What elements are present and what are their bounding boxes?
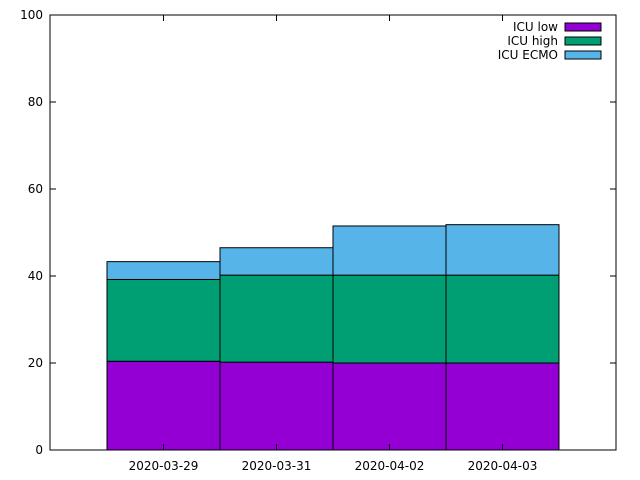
bar-segment — [219, 274, 334, 363]
legend-swatch — [564, 22, 602, 32]
bar-segment — [332, 274, 447, 364]
y-tick-label: 40 — [28, 269, 43, 283]
legend-label: ICU high — [507, 34, 558, 48]
y-tick-label: 20 — [28, 356, 43, 370]
plot-frame — [49, 14, 617, 451]
bar-segment — [445, 274, 560, 364]
x-tick-label: 2020-03-31 — [242, 459, 312, 473]
y-tick-label: 100 — [20, 8, 43, 22]
y-tick-label: 0 — [35, 443, 43, 457]
legend-label: ICU low — [513, 20, 558, 34]
bar-segment — [106, 278, 221, 362]
bar-segment — [332, 362, 447, 451]
legend-swatch — [564, 36, 602, 46]
bar-segment — [219, 247, 334, 276]
bar-segment — [445, 224, 560, 276]
x-tick-label: 2020-03-29 — [129, 459, 199, 473]
x-tick-label: 2020-04-03 — [468, 459, 538, 473]
y-tick-label: 80 — [28, 95, 43, 109]
x-tick-label: 2020-04-02 — [355, 459, 425, 473]
bars-layer — [106, 224, 560, 451]
x-axis: 2020-03-29 2020-03-31 2020-04-02 2020-04-03 — [129, 15, 538, 473]
y-tick-label: 60 — [28, 182, 43, 196]
legend-label: ICU ECMO — [498, 48, 558, 62]
bar-segment — [445, 362, 560, 451]
bar-segment — [219, 361, 334, 451]
bar-segment — [332, 225, 447, 276]
y-axis: 0 20 40 60 80 100 — [20, 8, 616, 457]
bar-segment — [106, 261, 221, 280]
bar-segment — [106, 360, 221, 451]
legend-swatch — [564, 50, 602, 60]
